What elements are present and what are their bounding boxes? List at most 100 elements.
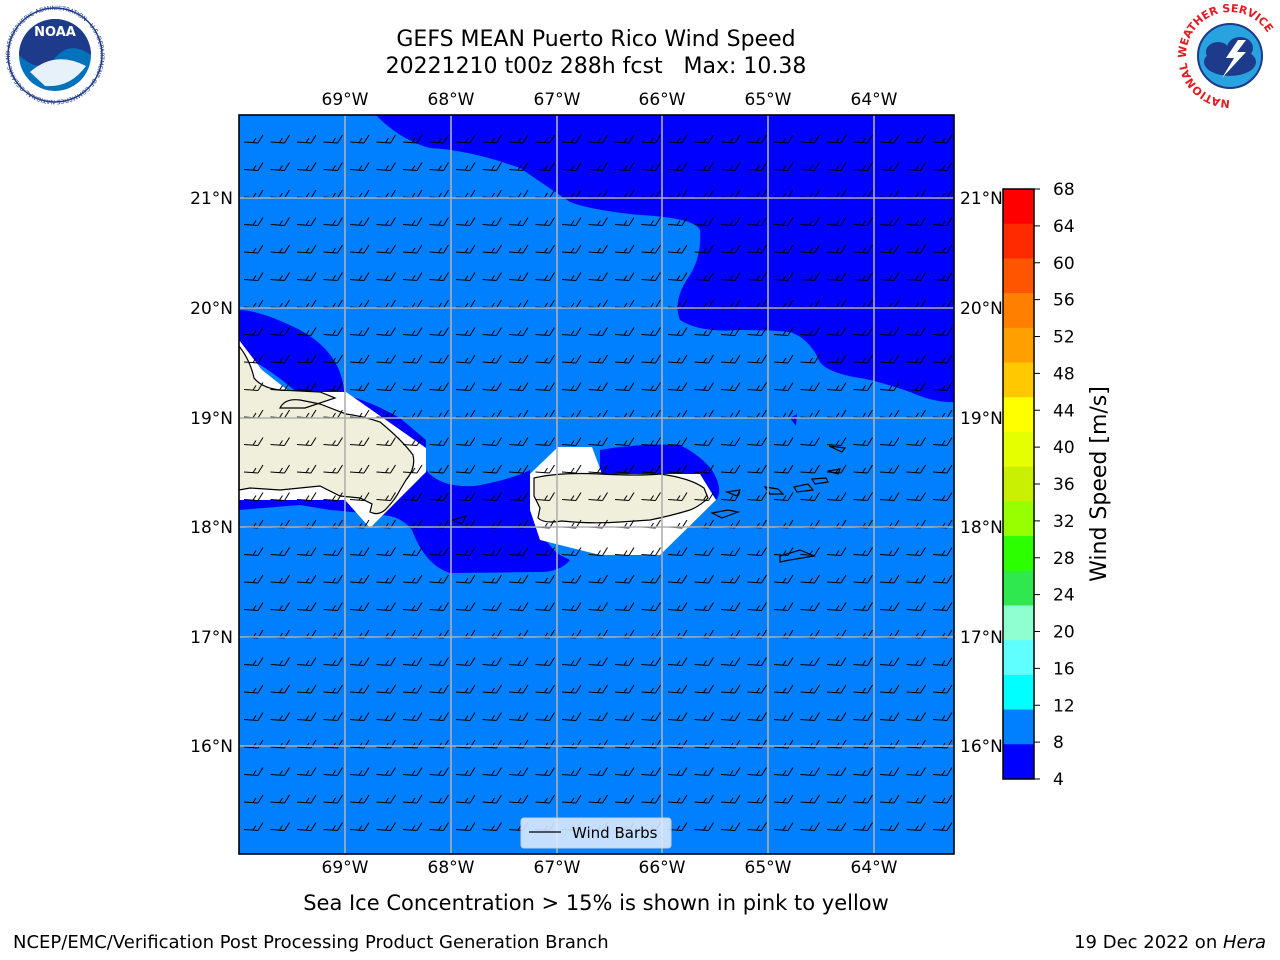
wind-barb [853,162,873,171]
wind-barb [243,244,264,254]
wind-barb [853,382,873,391]
wind-barb [482,574,502,584]
wind-barb [800,547,820,556]
colorbar-tick-label: 32 [1053,512,1075,532]
wind-barb [508,767,529,776]
wind-speed-map [239,115,954,854]
wind-barb [376,382,396,391]
wind-barb [932,134,953,144]
wind-barb [747,492,767,501]
wind-barb [694,822,714,831]
wind-barb [747,767,767,776]
wind-barb [323,767,343,776]
colorbar-cell [1003,293,1034,329]
lon-label: 67°W [534,90,581,110]
wind-barb [879,272,900,281]
wind-barb [243,437,264,446]
wind-barb [614,437,635,446]
colorbar-cell [1003,327,1034,364]
map-title: GEFS MEAN Puerto Rico Wind Speed [396,27,796,52]
wind-barb [906,547,926,556]
wind-barb [826,712,847,721]
wind-barb [879,794,900,804]
wind-barb [349,464,370,474]
wind-barb [747,382,767,391]
wind-barb [323,657,343,666]
wind-barb [773,244,794,254]
map-gridlines [239,115,954,854]
wind-barb [747,464,767,474]
wind-barb [773,382,794,391]
wind-barb [747,437,767,446]
wind-barb [879,382,900,391]
wind-barb [270,272,290,281]
wind-barb [826,684,847,694]
wind-barb [561,684,582,694]
wind-barb [588,794,608,804]
wind-barb [747,547,767,556]
wind-barb [455,327,476,336]
wind-barb [614,712,635,721]
wind-barb [800,217,820,226]
lat-label: 21°N [960,189,1003,209]
wind-barb [455,574,476,584]
colorbar-tick-label: 12 [1053,696,1075,716]
wind-barb [323,437,343,446]
wind-barb [720,217,741,226]
wind-barb [588,272,608,281]
colorbar-tick-label: 4 [1053,770,1064,790]
wind-barb [826,327,847,336]
wind-barb [296,217,317,226]
wind-barb [641,437,661,446]
wind-barb [694,492,714,501]
wind-barb [694,574,714,584]
wind-barb [455,684,476,694]
wind-barb [932,602,953,611]
wind-barb [826,794,847,804]
wind-barb [747,794,767,804]
wind-barb [429,574,449,584]
colorbar-tick-label: 60 [1053,254,1075,274]
wind-barb [243,574,264,584]
wind-barb [853,712,873,721]
wind-barb [429,382,449,391]
wind-barb [932,574,953,584]
wind-barb [853,217,873,226]
wind-barb [853,684,873,694]
wind-barb [482,602,502,611]
wind-barb [323,162,343,171]
wind-barb [747,327,767,336]
map-frame [238,114,955,855]
wind-barb [588,712,608,721]
wind-barb [296,492,317,501]
wind-barb [773,574,794,584]
wind-barb [402,602,423,611]
wind-barb [614,354,635,364]
wind-barb [853,794,873,804]
wind-barb [667,244,688,254]
wind-barb [826,822,847,831]
wind-barb [402,794,423,804]
wind-barb [270,437,290,446]
wind-4-8-region-west [239,310,344,400]
wind-barb [561,657,582,666]
wind-barb [243,547,264,556]
wind-barb [694,767,714,776]
wind-barb [694,244,714,254]
wind-barb [429,327,449,336]
wind-barb [296,437,317,446]
wind-barb [455,244,476,254]
lon-label: 66°W [639,90,686,110]
wind-barb [402,547,423,556]
wind-barb [800,574,820,584]
wind-barb [508,684,529,694]
vieques-island [710,509,741,519]
wind-barb [296,767,317,776]
colorbar-cells [1003,189,1034,780]
wind-barb [879,574,900,584]
colorbar-cell [1003,397,1034,433]
wind-barb [349,244,370,254]
wind-barb [561,492,582,501]
wind-barb [667,272,688,281]
wind-barb [773,822,794,831]
